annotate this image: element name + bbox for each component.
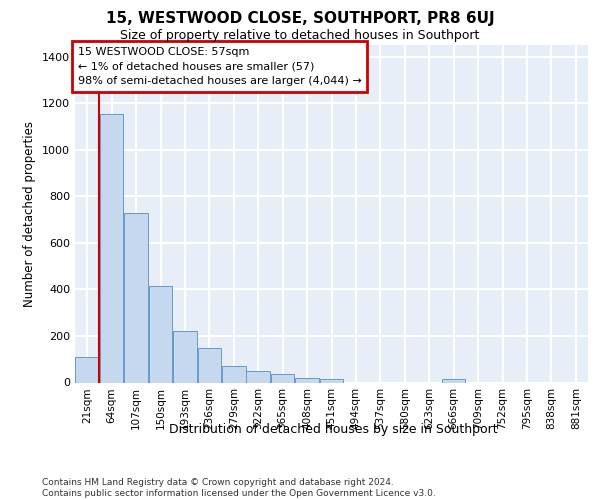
Bar [247, 371, 270, 382]
Bar [76, 357, 99, 382]
Bar [222, 366, 245, 382]
Bar [100, 114, 124, 382]
Text: 15, WESTWOOD CLOSE, SOUTHPORT, PR8 6UJ: 15, WESTWOOD CLOSE, SOUTHPORT, PR8 6UJ [106, 12, 494, 26]
Text: Contains HM Land Registry data © Crown copyright and database right 2024.
Contai: Contains HM Land Registry data © Crown c… [42, 478, 436, 498]
Bar [271, 374, 295, 382]
Bar [197, 348, 221, 382]
Bar [149, 286, 172, 382]
Bar [320, 379, 343, 382]
Text: Distribution of detached houses by size in Southport: Distribution of detached houses by size … [169, 422, 497, 436]
Bar [173, 332, 197, 382]
Text: Size of property relative to detached houses in Southport: Size of property relative to detached ho… [121, 29, 479, 42]
Text: 15 WESTWOOD CLOSE: 57sqm
← 1% of detached houses are smaller (57)
98% of semi-de: 15 WESTWOOD CLOSE: 57sqm ← 1% of detache… [77, 46, 361, 86]
Bar [295, 378, 319, 382]
Y-axis label: Number of detached properties: Number of detached properties [23, 120, 37, 306]
Bar [124, 212, 148, 382]
Bar [442, 379, 466, 382]
